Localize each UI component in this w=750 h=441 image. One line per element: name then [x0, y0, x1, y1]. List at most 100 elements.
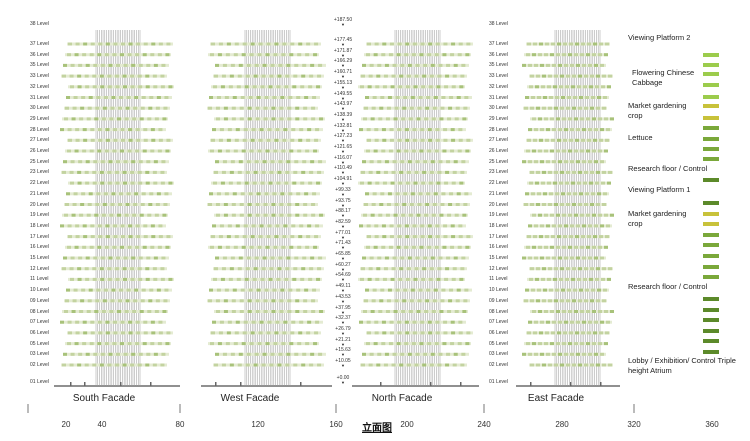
planting-band: [312, 288, 317, 292]
planting-band: [100, 352, 105, 356]
planting-band: [225, 149, 230, 153]
planting-band: [143, 235, 148, 239]
planting-band: [163, 203, 168, 206]
planting-band: [221, 363, 226, 367]
planting-band: [265, 342, 270, 346]
planting-band: [569, 331, 573, 335]
floor-plate: [210, 235, 321, 239]
planting-band: [290, 235, 295, 239]
floor-plate: [208, 149, 319, 153]
planting-band: [242, 235, 247, 239]
planting-band: [550, 342, 554, 346]
planting-band: [412, 331, 417, 335]
planting-band: [84, 74, 89, 78]
legend-swatch: [703, 201, 719, 205]
planting-band: [215, 352, 219, 356]
planting-band: [150, 320, 155, 324]
planting-band: [588, 160, 592, 164]
planting-band: [546, 320, 550, 324]
planting-band: [123, 85, 127, 89]
planting-band: [271, 310, 276, 313]
elevation-value: +171.87 ▼: [333, 47, 353, 58]
planting-band: [363, 213, 367, 217]
planting-band: [463, 299, 468, 303]
planting-band: [524, 203, 528, 206]
planting-band: [119, 192, 123, 196]
axis-tick-label: 280: [555, 420, 569, 429]
planting-band: [581, 331, 585, 335]
planting-band: [383, 170, 388, 174]
planting-band: [306, 331, 311, 335]
level-label: 12 Level: [30, 265, 49, 272]
planting-band: [143, 320, 148, 324]
planting-band: [220, 85, 225, 89]
planting-band: [68, 42, 72, 46]
planting-band: [119, 96, 123, 99]
planting-band: [239, 117, 244, 121]
planting-band: [130, 74, 135, 78]
legend-swatch: [703, 72, 719, 76]
planting-band: [236, 277, 241, 281]
planting-band: [135, 342, 140, 346]
planting-band: [441, 96, 446, 99]
level-label: 19 Level: [489, 212, 508, 219]
planting-band: [570, 256, 574, 260]
planting-band: [96, 288, 101, 292]
planting-band: [552, 352, 556, 356]
planting-band: [67, 128, 72, 132]
planting-band: [77, 277, 82, 281]
elevation-value: +37.95 ▼: [335, 304, 351, 315]
planting-band: [535, 277, 539, 281]
planting-band: [371, 299, 376, 303]
planting-band: [269, 363, 274, 367]
planting-band: [380, 192, 385, 196]
ground-marker: [70, 382, 72, 386]
floor-plate: [214, 310, 325, 313]
planting-band: [441, 192, 446, 196]
planting-band: [301, 74, 306, 78]
planting-band: [118, 106, 122, 110]
planting-band: [72, 203, 77, 206]
planting-band: [102, 106, 107, 110]
planting-band: [107, 74, 112, 78]
planting-band: [137, 363, 142, 367]
planting-band: [425, 299, 430, 303]
planting-band: [278, 352, 283, 356]
planting-band: [306, 235, 311, 239]
planting-band: [291, 128, 296, 132]
planting-band: [294, 63, 299, 67]
planting-band: [408, 310, 413, 313]
planting-band: [67, 149, 71, 153]
planting-band: [560, 363, 564, 367]
planting-band: [297, 149, 302, 153]
planting-band: [145, 85, 150, 89]
planting-band: [404, 128, 409, 132]
planting-band: [135, 320, 140, 324]
planting-band: [574, 245, 578, 249]
planting-band: [311, 203, 316, 206]
planting-band: [269, 267, 274, 271]
level-label: 11 Level: [489, 276, 508, 283]
planting-band: [142, 149, 147, 153]
planting-band: [265, 149, 270, 153]
planting-band: [231, 310, 236, 313]
planting-band: [227, 224, 232, 228]
planting-band: [105, 331, 110, 335]
planting-band: [376, 74, 381, 78]
floor-plate: [360, 170, 467, 174]
planting-band: [257, 149, 262, 153]
planting-band: [238, 63, 243, 67]
planting-band: [601, 85, 605, 89]
planting-band: [438, 352, 443, 356]
planting-band: [539, 235, 543, 239]
planting-band: [226, 331, 231, 335]
planting-band: [245, 74, 250, 78]
planting-band: [564, 128, 568, 132]
planting-band: [77, 85, 82, 89]
planting-band: [291, 224, 296, 228]
planting-band: [388, 342, 393, 346]
planting-band: [128, 128, 133, 132]
planting-band: [252, 277, 257, 281]
level-label: 37 Level: [30, 41, 49, 47]
planting-band: [542, 170, 546, 174]
